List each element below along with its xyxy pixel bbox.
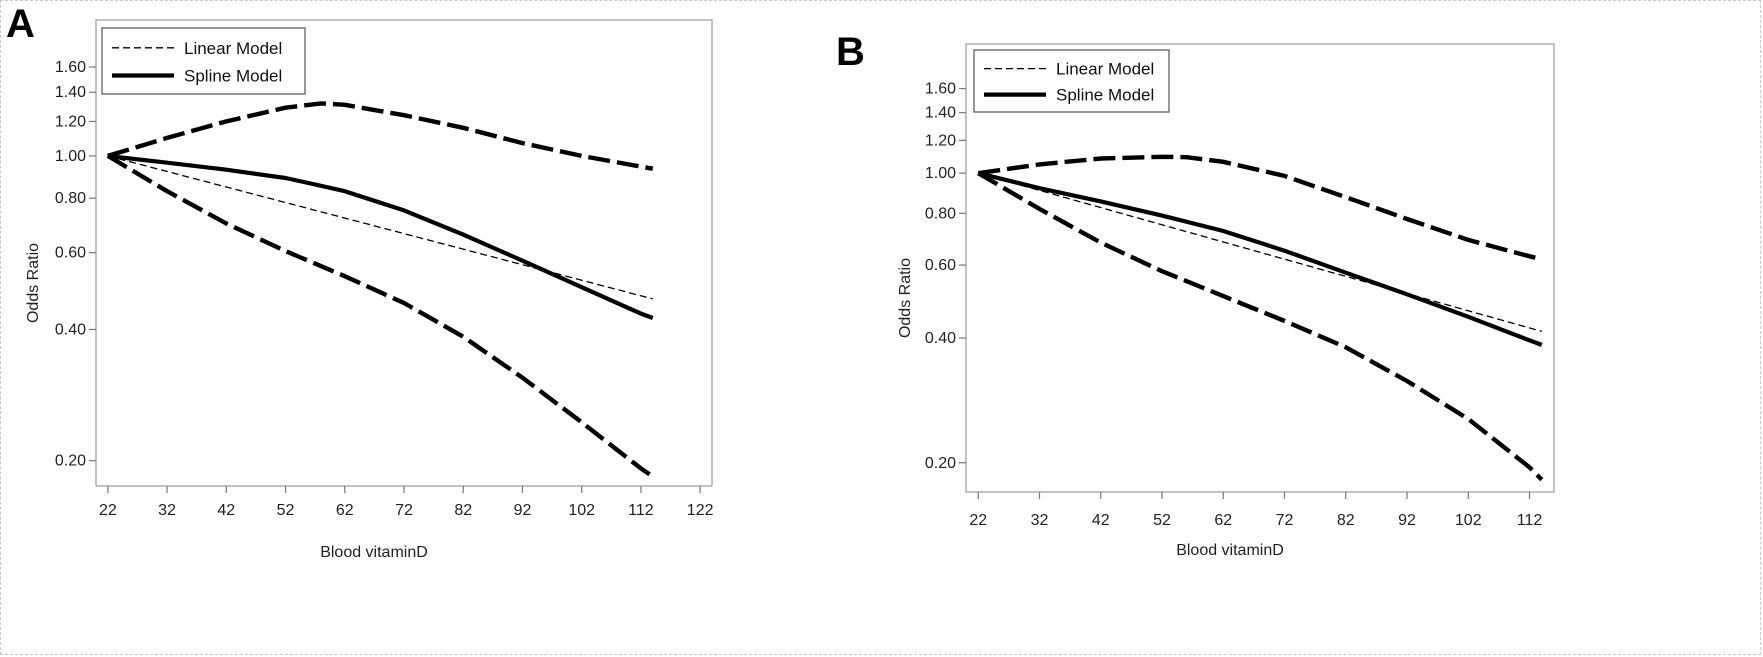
x-tick-label: 72: [1276, 512, 1294, 529]
y-tick-label: 1.40: [55, 84, 86, 101]
y-tick-label: 0.20: [925, 455, 956, 472]
x-axis-title: Blood vitaminD: [1176, 542, 1284, 559]
y-tick-label: 0.60: [925, 257, 956, 274]
y-tick-label: 1.00: [55, 148, 86, 165]
y-tick-label: 0.60: [55, 245, 86, 262]
plot-area: [965, 43, 1555, 493]
series-line-thick-dashed-3: [977, 171, 1544, 482]
y-tick-label: 1.00: [925, 165, 956, 182]
y-tick-label: 1.20: [55, 113, 86, 130]
series-line-thick-solid-1: [107, 153, 654, 320]
x-tick-label: 52: [1153, 512, 1171, 529]
legend-label-spline: Spline Model: [184, 67, 282, 86]
legend-label-spline: Spline Model: [1056, 86, 1154, 105]
y-tick-label: 1.40: [925, 105, 956, 122]
x-tick-label: 32: [158, 502, 176, 519]
series-line-thick-dashed-2: [977, 154, 1543, 262]
x-axis-title: Blood vitaminD: [320, 544, 428, 561]
series-line-thick-dashed-2: [107, 101, 654, 171]
panel-letter-b: B: [836, 30, 865, 74]
y-tick-label: 1.20: [925, 132, 956, 149]
y-tick-label: 0.20: [55, 453, 86, 470]
legend-box: [973, 49, 1170, 113]
chart-panel-a: 22 32 42 52 62 72 82 92 102 112 122 0.20 0.40 0.60 0.8…: [25, 19, 714, 561]
x-tick-label: 62: [1214, 512, 1232, 529]
x-tick-label: 42: [217, 502, 235, 519]
x-tick-label: 82: [1337, 512, 1355, 529]
x-tick-label: 92: [514, 502, 532, 519]
x-tick-label: 62: [336, 502, 354, 519]
x-tick-label: 22: [969, 512, 987, 529]
y-tick-label: 1.60: [925, 81, 956, 98]
x-tick-label: 112: [1517, 512, 1543, 529]
y-axis-title: Odds Ratio: [897, 258, 914, 338]
legend-box: [101, 27, 306, 95]
y-tick-label: 1.60: [55, 59, 86, 76]
x-tick-label: 72: [395, 502, 413, 519]
x-tick-label: 112: [628, 502, 654, 519]
chart-panel-b: 22 32 42 52 62 72 82 92 102 112 0.20 0.40 0.60 0.80 1.…: [897, 43, 1555, 559]
series-line-thick-solid-1: [977, 171, 1543, 347]
y-tick-label: 0.40: [55, 321, 86, 338]
y-tick-label: 0.80: [55, 190, 86, 207]
x-tick-label: 102: [1455, 512, 1482, 529]
series-line-thick-dashed-3: [106, 154, 655, 479]
panel-letter-a: A: [6, 2, 35, 46]
series-line-thin-dashed-0: [107, 155, 653, 300]
x-tick-label: 82: [454, 502, 472, 519]
y-tick-label: 0.40: [925, 330, 956, 347]
x-tick-label: 52: [277, 502, 295, 519]
legend-label-linear: Linear Model: [184, 39, 282, 58]
x-tick-label: 32: [1031, 512, 1049, 529]
legend-label-linear: Linear Model: [1056, 60, 1154, 79]
y-tick-label: 0.80: [925, 205, 956, 222]
series-line-thin-dashed-0: [978, 172, 1542, 333]
x-tick-label: 122: [687, 502, 714, 519]
x-tick-label: 92: [1398, 512, 1416, 529]
y-axis-title: Odds Ratio: [25, 243, 42, 323]
x-tick-label: 42: [1092, 512, 1110, 529]
x-tick-label: 22: [99, 502, 117, 519]
x-tick-label: 102: [568, 502, 595, 519]
